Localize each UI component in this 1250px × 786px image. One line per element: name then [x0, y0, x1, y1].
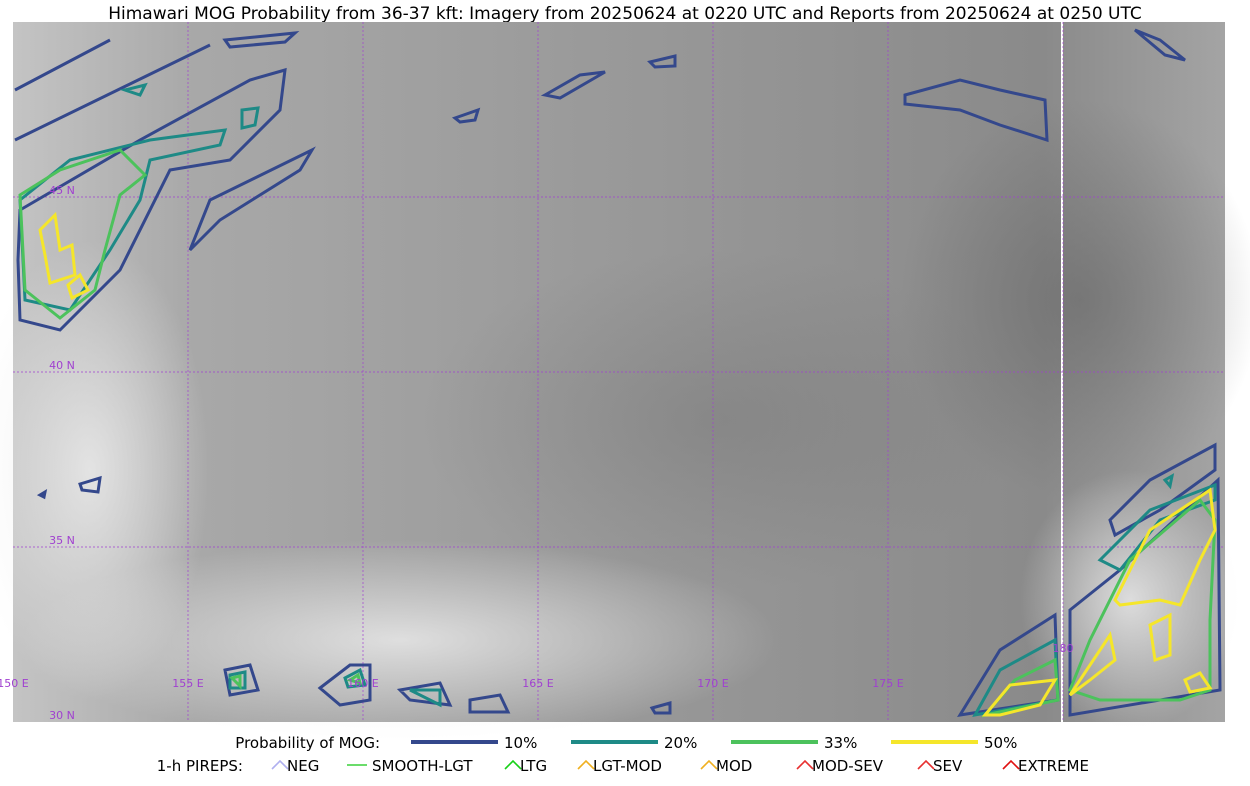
contour: [18, 82, 1217, 718]
cloud: [1020, 470, 1240, 730]
title: Himawari MOG Probability from 36-37 kft:…: [108, 4, 1142, 24]
map: 150 E 155 E 160 E 165 E 170 E 175 E 180 45 N 40 …: [0, 22, 1250, 740]
dry-air: [420, 250, 1020, 590]
contours: [14, 28, 1222, 718]
legend-label: MOD-SEV: [812, 757, 884, 775]
lat-label: 40 N: [49, 359, 75, 372]
legend-symbol: [271, 759, 289, 770]
legend-symbol: [917, 759, 935, 770]
legend-label: SMOOTH-LGT: [372, 757, 473, 775]
lon-label: 160 E: [347, 677, 378, 690]
contour: [38, 211, 1217, 717]
legend-symbol: [577, 759, 595, 770]
legend-label: LTG: [520, 757, 547, 775]
cloud: [20, 540, 780, 740]
lon-label: 180: [1053, 642, 1074, 655]
legend-symbol: [796, 759, 814, 770]
legend-label: NEG: [287, 757, 319, 775]
legend-label: MOD: [716, 757, 752, 775]
legend-symbol: [504, 759, 522, 770]
contour: [14, 28, 1222, 717]
legend-label: 10%: [504, 734, 537, 752]
legend-label: EXTREME: [1018, 757, 1089, 775]
lon-label: 155 E: [172, 677, 203, 690]
legend-label: 33%: [824, 734, 857, 752]
lat-label: 30 N: [49, 709, 75, 722]
legend-symbol: [700, 759, 718, 770]
contour: [18, 148, 1217, 718]
lon-label: 165 E: [522, 677, 553, 690]
lon-label: 150 E: [0, 677, 29, 690]
lat-label: 35 N: [49, 534, 75, 547]
legend: Probability of MOG: 10% 20% 33% 50% 1-h PIREP…: [157, 734, 1089, 775]
legend-symbol: [1002, 759, 1020, 770]
legend-title: 1-h PIREPS:: [157, 757, 243, 775]
legend-label: SEV: [933, 757, 963, 775]
legend-title: Probability of MOG:: [235, 734, 380, 752]
lon-label: 175 E: [872, 677, 903, 690]
legend-label: 50%: [984, 734, 1017, 752]
legend-label: 20%: [664, 734, 697, 752]
legend-label: LGT-MOD: [593, 757, 662, 775]
lat-label: 45 N: [49, 184, 75, 197]
lon-label: 170 E: [697, 677, 728, 690]
